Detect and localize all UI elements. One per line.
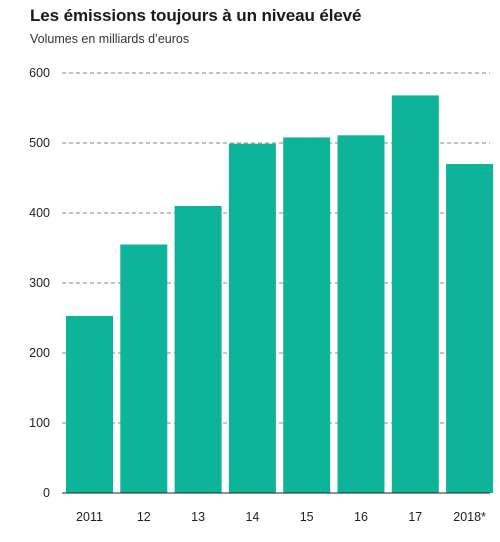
- bar-12: [120, 244, 168, 493]
- y-tick-label-400: 400: [29, 206, 50, 220]
- bar-2018*: [446, 164, 494, 493]
- y-tick-label-200: 200: [29, 346, 50, 360]
- y-tick-label-300: 300: [29, 276, 50, 290]
- x-tick-label-2011: 2011: [76, 510, 103, 524]
- x-tick-label-14: 14: [245, 510, 259, 524]
- y-tick-label-0: 0: [43, 486, 50, 500]
- bar-16: [337, 135, 385, 494]
- x-tick-label-13: 13: [191, 510, 205, 524]
- bars: [66, 95, 494, 494]
- y-tick-label-100: 100: [29, 416, 50, 430]
- bar-15: [283, 137, 331, 493]
- x-tick-label-2018*: 2018*: [453, 510, 486, 524]
- y-tick-label-600: 600: [29, 66, 50, 80]
- bar-17: [391, 95, 439, 494]
- x-tick-label-16: 16: [354, 510, 368, 524]
- x-tick-label-12: 12: [137, 510, 151, 524]
- y-tick-label-500: 500: [29, 136, 50, 150]
- chart-subtitle: Volumes en milliards d’euros: [30, 32, 190, 46]
- axes: 0 100 200 300 400 500 600 2011 12 13 14 15 16 17 2018*: [29, 66, 490, 524]
- x-tick-label-15: 15: [300, 510, 314, 524]
- bar-2011: [66, 315, 113, 493]
- bar-13: [174, 206, 222, 493]
- chart-title: Les émissions toujours à un niveau élevé: [30, 6, 362, 25]
- bar-14: [228, 143, 276, 493]
- x-tick-label-17: 17: [408, 510, 422, 524]
